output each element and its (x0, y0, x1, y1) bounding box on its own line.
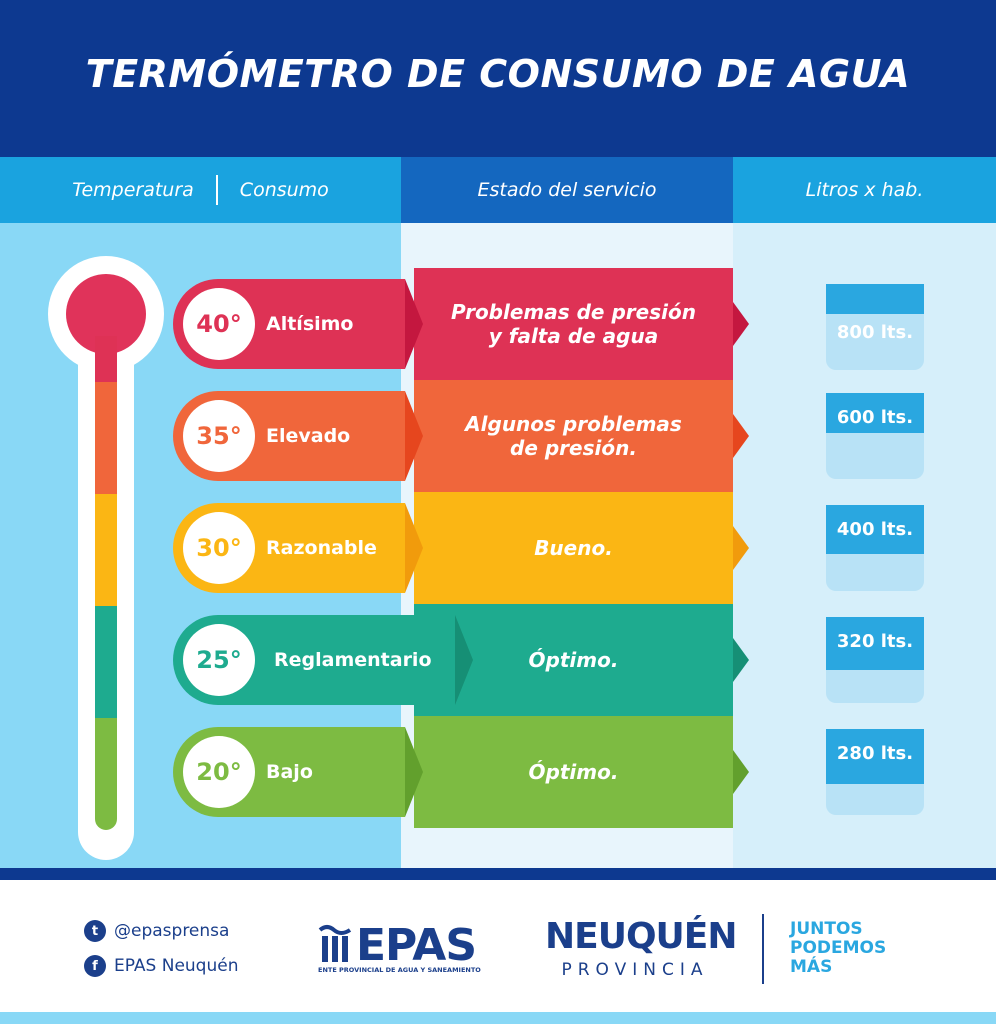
header-separator (215, 175, 218, 205)
epas-wordmark: EPAS (356, 920, 477, 971)
bottom-band (0, 868, 996, 880)
water-jar-icon: 600 lts. (826, 393, 924, 479)
temperature-badge: 30° (183, 512, 255, 584)
header-consumo: Consumo (239, 179, 329, 201)
pill-arrow (405, 391, 423, 481)
jar-water-fill (826, 729, 924, 784)
status-cell: Bueno. (414, 492, 733, 604)
consumption-row: Óptimo. 25° Reglamentario 320 lts. (0, 604, 996, 716)
header-estado: Estado del servicio (401, 157, 733, 223)
liters-label: 320 lts. (836, 631, 914, 652)
consumption-label: Altísimo (266, 313, 354, 335)
consumption-row: Algunos problemas de presión. 35° Elevado 6… (0, 380, 996, 492)
status-arrow (733, 302, 749, 346)
thermometer-segment (95, 336, 117, 382)
jar-water-fill (826, 393, 924, 433)
pill-arrow (405, 727, 423, 817)
consumption-row: Problemas de presión y falta de agua 40° A… (0, 268, 996, 380)
consumption-label: Bajo (266, 761, 313, 783)
thermometer-segment (95, 606, 117, 718)
provincia-label: PROVINCIA (561, 960, 709, 980)
liters-label: 800 lts. (836, 322, 914, 343)
facebook-handle: EPAS Neuquén (114, 956, 239, 976)
liters-label: 400 lts. (836, 519, 914, 540)
pill-arrow (405, 279, 423, 369)
jar-water-fill (826, 617, 924, 670)
twitter-link[interactable]: t @epasprensa (84, 920, 229, 942)
twitter-icon: t (84, 920, 106, 942)
twitter-handle: @epasprensa (114, 921, 230, 941)
thermometer-segment (95, 718, 117, 830)
consumption-row: Bueno. 30° Razonable 400 lts. (0, 492, 996, 604)
thermometer-segment (95, 382, 117, 494)
epas-subtitle: ENTE PROVINCIAL DE AGUA Y SANEAMIENTO (318, 966, 481, 974)
jar-water-fill (826, 284, 924, 314)
status-arrow (733, 414, 749, 458)
temperature-badge: 40° (183, 288, 255, 360)
footer-line (0, 1012, 996, 1024)
consumption-label: Elevado (266, 425, 351, 447)
status-arrow (733, 638, 749, 682)
title-band (0, 0, 996, 157)
page-title: TERMÓMETRO DE CONSUMO DE AGUA (85, 52, 911, 96)
consumption-label: Reglamentario (274, 649, 432, 671)
thermometer-segment (95, 494, 117, 606)
temperature-badge: 25° (183, 624, 255, 696)
water-jar-icon: 400 lts. (826, 505, 924, 591)
temperature-badge: 20° (183, 736, 255, 808)
jar-water-fill (826, 505, 924, 554)
epas-wave-icon (318, 925, 352, 962)
water-jar-icon: 320 lts. (826, 617, 924, 703)
epas-logo: EPAS ENTE PROVINCIAL DE AGUA Y SANEAMIEN… (318, 920, 490, 976)
liters-label: 600 lts. (836, 407, 914, 428)
slogan-line: JUNTOS (790, 919, 863, 939)
slogan: JUNTOS PODEMOS MÁS (790, 920, 886, 977)
thermometer (48, 256, 164, 860)
facebook-link[interactable]: f EPAS Neuquén (84, 955, 238, 977)
status-cell: Óptimo. (414, 716, 733, 828)
consumption-label: Razonable (266, 537, 377, 559)
header-litros: Litros x hab. (733, 157, 996, 223)
water-jar-icon: 800 lts. (826, 284, 924, 370)
liters-label: 280 lts. (836, 743, 914, 764)
pill-arrow (455, 615, 473, 705)
status-arrow (733, 750, 749, 794)
facebook-icon: f (84, 955, 106, 977)
slogan-line: PODEMOS (790, 938, 887, 958)
status-cell: Algunos problemas de presión. (414, 380, 733, 492)
footer-separator (762, 914, 764, 984)
status-arrow (733, 526, 749, 570)
header-temperatura-consumo: Temperatura Consumo (0, 157, 401, 223)
consumption-row: Óptimo. 20° Bajo 280 lts. (0, 716, 996, 828)
status-cell: Problemas de presión y falta de agua (414, 268, 733, 380)
temperature-badge: 35° (183, 400, 255, 472)
neuquen-wordmark: NEUQUÉN (545, 916, 738, 957)
header-temperatura: Temperatura (72, 179, 194, 201)
pill-arrow (405, 503, 423, 593)
water-jar-icon: 280 lts. (826, 729, 924, 815)
slogan-line: MÁS (790, 957, 833, 977)
